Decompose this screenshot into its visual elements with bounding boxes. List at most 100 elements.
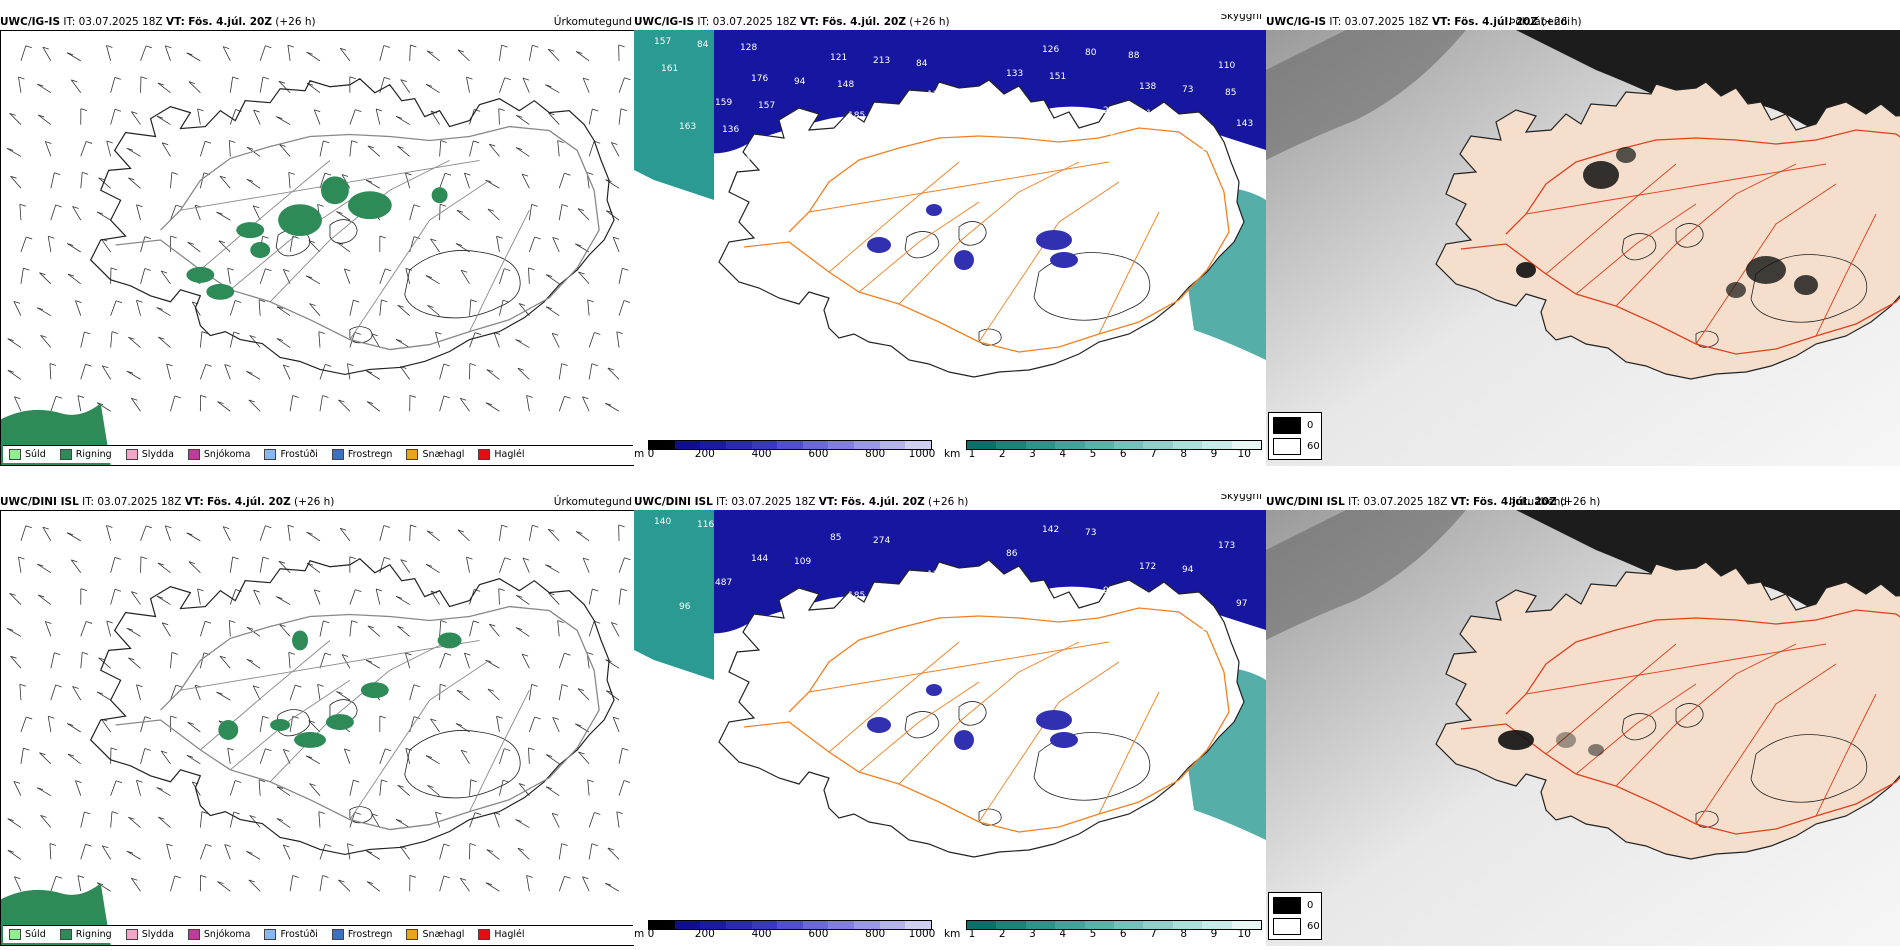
wind-barb bbox=[459, 398, 470, 412]
wind-barb bbox=[409, 204, 415, 221]
legend-item: Slydda bbox=[125, 929, 174, 940]
wind-barb-flag bbox=[531, 203, 538, 207]
legend-item: Haglél bbox=[478, 449, 525, 460]
wind-barb-flag bbox=[443, 875, 451, 879]
glacier-outline bbox=[1675, 703, 1704, 728]
wind-barb bbox=[395, 595, 410, 605]
wind-barb bbox=[435, 332, 441, 348]
wind-barb-flag bbox=[205, 140, 212, 144]
colorbar-cell bbox=[1025, 921, 1056, 929]
wind-barb-flag bbox=[397, 304, 404, 308]
colorbar-cell bbox=[649, 441, 675, 449]
wind-barb bbox=[516, 595, 530, 605]
wind-barb-flag bbox=[232, 556, 239, 560]
wind-barb-flag bbox=[427, 785, 434, 788]
wind-barb bbox=[19, 684, 22, 701]
wind-barb bbox=[199, 621, 206, 637]
wind-barb-flag bbox=[522, 77, 530, 81]
wind-barb bbox=[40, 815, 52, 828]
wind-barb-flag bbox=[306, 531, 313, 535]
wind-barb-flag bbox=[338, 399, 345, 403]
low-visibility-patch bbox=[1036, 710, 1072, 730]
wind-barb bbox=[309, 783, 321, 796]
fog-legend-row: 60 bbox=[1273, 918, 1320, 935]
wind-barb bbox=[499, 45, 502, 61]
visibility-teal-sea bbox=[634, 510, 714, 680]
wind-barb-flag bbox=[9, 592, 16, 596]
visibility-label: 103 bbox=[1200, 143, 1217, 153]
colorbar-tick: 2 bbox=[998, 928, 1006, 940]
wind-barb bbox=[276, 596, 291, 605]
wind-barb-flag bbox=[379, 715, 386, 719]
wind-barb-flag bbox=[98, 657, 105, 661]
wind-barb bbox=[306, 531, 321, 542]
wind-barb bbox=[439, 875, 445, 892]
road bbox=[1695, 183, 1837, 345]
wind-barb bbox=[618, 780, 625, 796]
wind-barb bbox=[318, 331, 321, 348]
visibility-label: 111 bbox=[927, 90, 944, 100]
wind-barb-flag bbox=[140, 556, 148, 560]
visibility-label: 163 bbox=[679, 122, 696, 132]
panel-title: UWC/DINI ISL IT: 03.07.2025 18Z VT: Fös.… bbox=[634, 494, 1266, 510]
lead-time: (+26 h) bbox=[275, 16, 316, 28]
wind-barb bbox=[101, 365, 111, 380]
wind-barb bbox=[308, 720, 321, 733]
wind-barb-flag bbox=[522, 557, 530, 561]
wind-barb-flag bbox=[545, 84, 552, 88]
wind-barb-flag bbox=[546, 274, 553, 278]
wind-barb bbox=[469, 620, 474, 637]
wind-barb-flag bbox=[66, 52, 74, 56]
wind-barb-flag bbox=[487, 688, 495, 692]
glacier-outline bbox=[1750, 734, 1868, 803]
wind-barb-flag bbox=[618, 44, 625, 48]
wind-barb bbox=[170, 652, 173, 669]
colorbar-cell bbox=[1084, 441, 1115, 449]
wind-barb bbox=[287, 525, 291, 541]
wind-barb bbox=[319, 844, 326, 860]
wind-barb-flag bbox=[548, 48, 555, 52]
low-visibility-patch bbox=[1050, 732, 1078, 748]
legend-swatch bbox=[125, 449, 138, 460]
wind-barb-flag bbox=[384, 557, 391, 560]
wind-barb-flag bbox=[201, 811, 209, 815]
colorbar-tick: 10 bbox=[1237, 448, 1251, 460]
precip-type-legend: Súld Rigning Slydda Snjókoma Frostúði Frostre… bbox=[3, 925, 633, 943]
wind-barb bbox=[20, 748, 24, 764]
road bbox=[1525, 163, 1827, 215]
wind-barb-flag bbox=[577, 208, 585, 212]
wind-barb-flag bbox=[144, 748, 151, 751]
wind-barb-flag bbox=[174, 875, 181, 879]
wind-barb-flag bbox=[188, 81, 196, 85]
legend-label: Haglél bbox=[494, 929, 525, 940]
wind-barb bbox=[588, 332, 595, 348]
wind-barb-flag bbox=[354, 331, 361, 335]
wind-barb-flag bbox=[618, 524, 625, 528]
road bbox=[1098, 211, 1160, 335]
wind-barb-flag bbox=[532, 44, 539, 48]
wind-barb-flag bbox=[594, 332, 601, 335]
colorbar-cell bbox=[1143, 441, 1173, 449]
glacier-outline bbox=[349, 326, 373, 344]
wind-barb bbox=[545, 754, 560, 765]
colorbar-tick: 7 bbox=[1150, 448, 1157, 460]
wind-barb-flag bbox=[347, 843, 354, 847]
wind-barb bbox=[130, 111, 141, 125]
legend-item: Frostregn bbox=[331, 929, 392, 940]
wind-barb-flag bbox=[528, 267, 535, 271]
wind-barb-flag bbox=[7, 818, 14, 821]
wind-barb-flag bbox=[223, 46, 230, 49]
legend-label: Slydda bbox=[141, 449, 174, 460]
wind-barb-flag bbox=[110, 747, 118, 751]
wind-barb-flag bbox=[18, 556, 25, 560]
wind-barb bbox=[618, 588, 622, 605]
wind-barb-flag bbox=[613, 716, 620, 720]
wind-barb bbox=[400, 79, 411, 93]
panel-title: UWC/IG-IS IT: 03.07.2025 18Z VT: Fös. 4.… bbox=[634, 14, 1266, 30]
road bbox=[1545, 163, 1677, 275]
wind-barb-flag bbox=[594, 812, 601, 815]
legend-swatch bbox=[9, 929, 21, 940]
wind-barb bbox=[44, 621, 52, 637]
wind-barb bbox=[612, 717, 620, 733]
wind-barb-flag bbox=[576, 531, 583, 534]
